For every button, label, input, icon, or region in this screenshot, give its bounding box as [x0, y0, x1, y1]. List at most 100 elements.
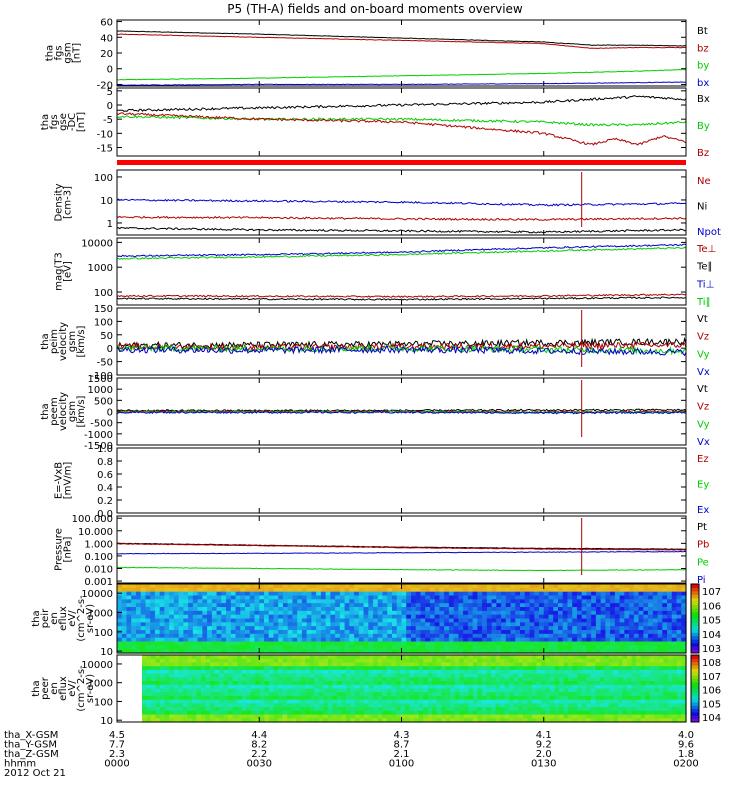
heatmap-cell — [364, 677, 370, 682]
heatmap-cell — [259, 703, 265, 708]
heatmap-cell — [524, 584, 531, 589]
heatmap-cell — [178, 688, 184, 693]
heatmap-cell — [463, 658, 469, 664]
heatmap-cell — [510, 607, 516, 612]
heatmap-cell — [600, 630, 606, 635]
heatmap-cell — [614, 603, 621, 608]
heatmap-cell — [482, 658, 488, 664]
heatmap-cell — [450, 703, 456, 708]
heatmap-cell — [586, 595, 592, 600]
heatmap-cell — [305, 684, 311, 690]
heatmap-cell — [657, 633, 663, 639]
heatmap-cell — [377, 614, 384, 620]
heatmap-cell — [221, 641, 227, 646]
heatmap-cell — [643, 641, 649, 646]
heatmap-cell — [296, 681, 302, 686]
heatmap-cell — [316, 610, 322, 616]
heatmap-cell — [477, 614, 483, 620]
heatmap-cell — [316, 645, 322, 650]
heatmap-cell — [605, 641, 611, 646]
heatmap-cell — [418, 673, 424, 678]
y-tick-label: -15 — [97, 144, 113, 155]
heatmap-cell — [391, 714, 397, 719]
heatmap-cell — [605, 591, 611, 597]
heatmap-cell — [613, 677, 619, 682]
heatmap-cell — [339, 641, 346, 646]
heatmap-cell — [223, 699, 229, 704]
heatmap-cell — [278, 641, 284, 646]
heatmap-cell — [627, 707, 633, 712]
heatmap-cell — [658, 684, 664, 690]
heatmap-cell — [395, 673, 401, 678]
heatmap-cell — [633, 641, 640, 646]
heatmap-cell — [196, 699, 202, 704]
heatmap-cell — [192, 626, 199, 631]
heatmap-cell — [572, 695, 578, 701]
heatmap-cell — [572, 655, 578, 660]
heatmap-cell — [169, 707, 175, 712]
heatmap-cell — [264, 699, 270, 704]
heatmap-cell — [591, 595, 597, 600]
heatmap-cell — [169, 645, 175, 650]
heatmap-cell — [415, 595, 422, 600]
heatmap-cell — [459, 718, 465, 723]
heatmap-cell — [237, 714, 243, 719]
heatmap-cell — [681, 673, 687, 678]
heatmap-cell — [296, 707, 302, 712]
heatmap-cell — [150, 622, 156, 627]
heatmap-cell — [268, 599, 275, 604]
heatmap-cell — [527, 695, 533, 701]
heatmap-cell — [572, 591, 578, 597]
heatmap-cell — [282, 681, 288, 686]
heatmap-cell — [472, 603, 478, 608]
heatmap-cell — [188, 584, 194, 589]
heatmap-cell — [145, 584, 151, 589]
heatmap-cell — [554, 718, 560, 723]
heatmap-cell — [400, 662, 406, 667]
heatmap-cell — [605, 618, 611, 623]
heatmap-cell — [591, 641, 597, 646]
heatmap-cell — [595, 718, 601, 723]
heatmap-cell — [235, 610, 241, 616]
heatmap-cell — [495, 677, 501, 682]
heatmap-cell — [216, 610, 222, 616]
heatmap-cell — [200, 703, 207, 708]
heatmap-cell — [401, 633, 407, 639]
heatmap-cell — [486, 714, 492, 719]
heatmap-cell — [667, 662, 673, 667]
heatmap-cell — [327, 714, 333, 719]
heatmap-cell — [427, 707, 433, 712]
heatmap-cell — [548, 637, 554, 643]
heatmap-cell — [410, 595, 417, 600]
heatmap-cell — [211, 622, 218, 627]
heatmap-cell — [418, 707, 424, 712]
heatmap-cell — [654, 669, 660, 675]
heatmap-cell — [619, 645, 625, 650]
heatmap-cell — [536, 681, 542, 686]
heatmap-cell — [463, 591, 469, 597]
heatmap-cell — [211, 599, 218, 604]
heatmap-cell — [648, 614, 654, 620]
heatmap-cell — [300, 681, 306, 686]
heatmap-cell — [354, 645, 360, 650]
heatmap-cell — [501, 641, 507, 646]
heatmap-cell — [404, 714, 411, 719]
heatmap-cell — [539, 607, 545, 612]
heatmap-cell — [202, 587, 208, 593]
heatmap-cell — [463, 692, 469, 697]
y-tick-label: 10 — [100, 196, 113, 207]
heatmap-cell — [614, 584, 621, 589]
heatmap-cell — [444, 591, 450, 597]
heatmap-cell — [495, 692, 501, 697]
heatmap-cell — [681, 614, 687, 620]
heatmap-cell — [463, 666, 469, 671]
heatmap-cell — [454, 684, 460, 690]
heatmap-cell — [358, 591, 365, 597]
heatmap-cell — [400, 673, 406, 678]
heatmap-cell — [613, 658, 619, 664]
heatmap-cell — [386, 692, 392, 697]
heatmap-cell — [232, 692, 238, 697]
heatmap-cell — [255, 714, 261, 719]
heatmap-cell — [301, 610, 308, 616]
heatmap-cell — [518, 655, 524, 660]
